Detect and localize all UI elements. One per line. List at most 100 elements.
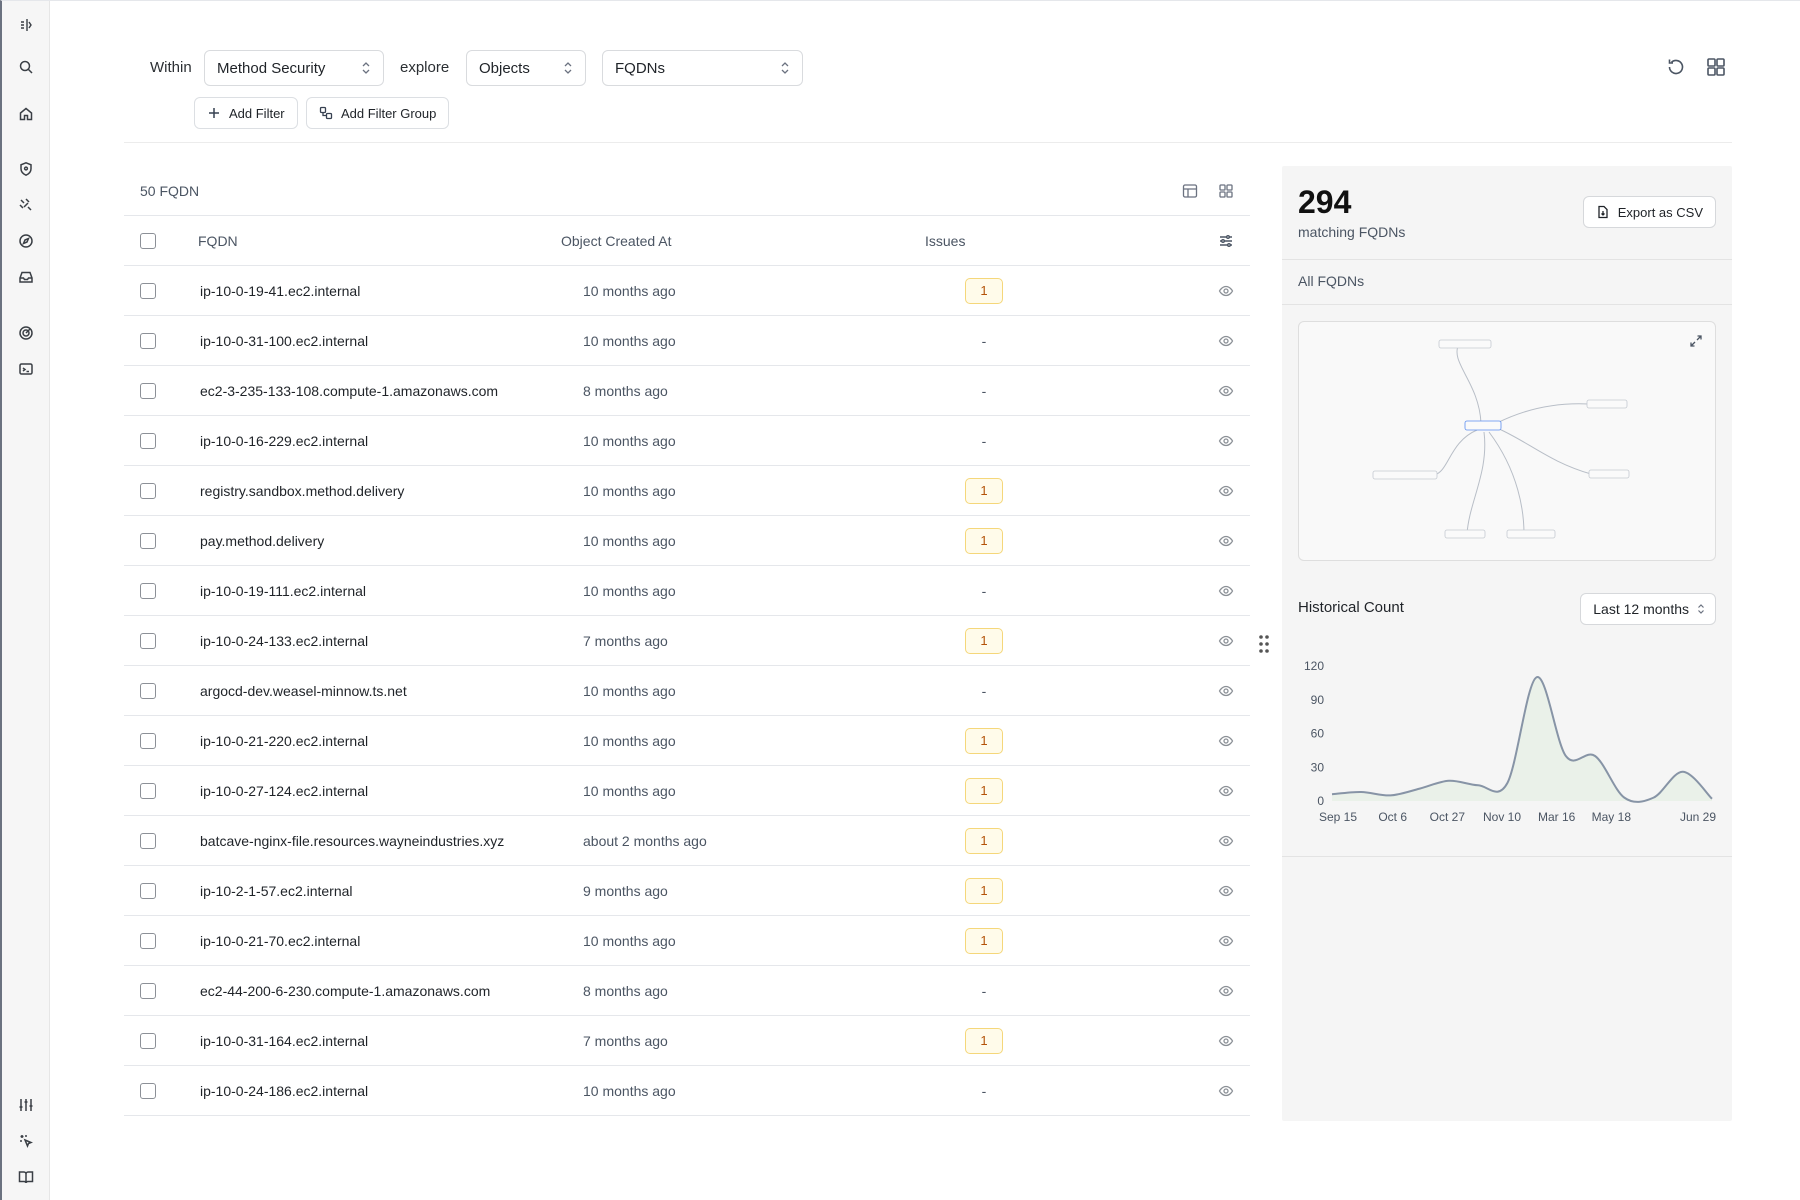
- satellite-icon[interactable]: [16, 195, 36, 215]
- issue-count-badge[interactable]: 1: [965, 1027, 1003, 1054]
- view-details-icon[interactable]: [1218, 1083, 1234, 1099]
- table-view-icon[interactable]: [1182, 183, 1198, 199]
- issue-count-badge[interactable]: 1: [965, 877, 1003, 904]
- fqdn-cell[interactable]: ip-10-0-19-111.ec2.internal: [200, 582, 367, 599]
- issue-count-badge[interactable]: 1: [965, 477, 1003, 504]
- table-row[interactable]: batcave-nginx-file.resources.wayneindust…: [124, 816, 1250, 866]
- radar-icon[interactable]: [16, 323, 36, 343]
- row-checkbox[interactable]: [140, 1082, 156, 1099]
- table-row[interactable]: pay.method.delivery 10 months ago 1: [124, 516, 1250, 566]
- table-row[interactable]: ip-10-0-27-124.ec2.internal 10 months ago…: [124, 766, 1250, 816]
- row-checkbox[interactable]: [140, 682, 156, 699]
- chart-line[interactable]: [1331, 676, 1713, 803]
- view-details-icon[interactable]: [1218, 533, 1234, 549]
- row-checkbox[interactable]: [140, 332, 156, 349]
- home-icon[interactable]: [16, 104, 36, 124]
- table-row[interactable]: registry.sandbox.method.delivery 10 month…: [124, 466, 1250, 516]
- table-row[interactable]: ip-10-0-19-41.ec2.internal 10 months ago 1: [124, 266, 1250, 316]
- view-details-icon[interactable]: [1218, 883, 1234, 899]
- compass-icon[interactable]: [16, 231, 36, 251]
- table-row[interactable]: ip-10-0-16-229.ec2.internal 10 months ago…: [124, 416, 1250, 466]
- table-row[interactable]: ip-10-0-21-70.ec2.internal 10 months ago 1: [124, 916, 1250, 966]
- fqdn-cell[interactable]: ip-10-2-1-57.ec2.internal: [200, 882, 353, 899]
- graph-node[interactable]: [1506, 529, 1556, 539]
- issue-count-badge[interactable]: 1: [965, 277, 1003, 304]
- view-details-icon[interactable]: [1218, 583, 1234, 599]
- row-checkbox[interactable]: [140, 282, 156, 299]
- row-checkbox[interactable]: [140, 532, 156, 549]
- view-details-icon[interactable]: [1218, 933, 1234, 949]
- category-select[interactable]: Objects: [466, 50, 586, 86]
- fqdn-cell[interactable]: ip-10-0-24-186.ec2.internal: [200, 1082, 369, 1099]
- row-checkbox[interactable]: [140, 932, 156, 949]
- row-checkbox[interactable]: [140, 882, 156, 899]
- fqdn-cell[interactable]: batcave-nginx-file.resources.wayneindust…: [200, 832, 505, 849]
- row-checkbox[interactable]: [140, 782, 156, 799]
- sliders-icon[interactable]: [16, 1095, 36, 1115]
- refresh-icon[interactable]: [1665, 56, 1687, 78]
- fqdn-cell[interactable]: ip-10-0-24-133.ec2.internal: [200, 632, 369, 649]
- fqdn-cell[interactable]: ip-10-0-21-70.ec2.internal: [200, 932, 361, 949]
- view-details-icon[interactable]: [1218, 333, 1234, 349]
- issue-count-badge[interactable]: 1: [965, 527, 1003, 554]
- view-details-icon[interactable]: [1218, 983, 1234, 999]
- graph-node[interactable]: [1438, 339, 1492, 349]
- inbox-icon[interactable]: [16, 267, 36, 287]
- workspace-select[interactable]: Method Security: [204, 50, 384, 86]
- add-filter-button[interactable]: Add Filter: [194, 97, 298, 129]
- fqdn-cell[interactable]: ip-10-0-31-164.ec2.internal: [200, 1032, 369, 1049]
- table-row[interactable]: ip-10-0-21-220.ec2.internal 10 months ago…: [124, 716, 1250, 766]
- fqdn-cell[interactable]: argocd-dev.weasel-minnow.ts.net: [200, 682, 407, 699]
- table-row[interactable]: ip-10-0-19-111.ec2.internal 10 months ago…: [124, 566, 1250, 616]
- shield-icon[interactable]: [16, 159, 36, 179]
- fqdn-cell[interactable]: pay.method.delivery: [200, 532, 325, 549]
- row-checkbox[interactable]: [140, 1032, 156, 1049]
- table-row[interactable]: ip-10-0-31-164.ec2.internal 7 months ago 1: [124, 1016, 1250, 1066]
- table-row[interactable]: ec2-3-235-133-108.compute-1.amazonaws.co…: [124, 366, 1250, 416]
- row-checkbox[interactable]: [140, 832, 156, 849]
- view-details-icon[interactable]: [1218, 633, 1234, 649]
- graph-node-center[interactable]: [1464, 420, 1502, 431]
- issue-count-badge[interactable]: 1: [965, 777, 1003, 804]
- card-view-icon[interactable]: [1218, 183, 1234, 199]
- view-details-icon[interactable]: [1218, 833, 1234, 849]
- fqdn-cell[interactable]: ip-10-0-21-220.ec2.internal: [200, 732, 369, 749]
- row-checkbox[interactable]: [140, 732, 156, 749]
- fqdn-cell[interactable]: registry.sandbox.method.delivery: [200, 482, 405, 499]
- fqdn-cell[interactable]: ec2-44-200-6-230.compute-1.amazonaws.com: [200, 982, 491, 999]
- view-details-icon[interactable]: [1218, 1033, 1234, 1049]
- issue-count-badge[interactable]: 1: [965, 827, 1003, 854]
- search-icon[interactable]: [16, 57, 36, 77]
- view-details-icon[interactable]: [1218, 483, 1234, 499]
- table-row[interactable]: ip-10-0-24-186.ec2.internal 10 months ago…: [124, 1066, 1250, 1116]
- fqdn-cell[interactable]: ip-10-0-31-100.ec2.internal: [200, 332, 369, 349]
- row-checkbox[interactable]: [140, 982, 156, 999]
- time-range-select[interactable]: Last 12 months: [1580, 593, 1716, 625]
- view-details-icon[interactable]: [1218, 783, 1234, 799]
- graph-node[interactable]: [1444, 529, 1486, 539]
- sparkle-cursor-icon[interactable]: [16, 1131, 36, 1151]
- row-checkbox[interactable]: [140, 582, 156, 599]
- graph-node[interactable]: [1586, 399, 1628, 409]
- grid-layout-icon[interactable]: [1705, 56, 1727, 78]
- view-details-icon[interactable]: [1218, 383, 1234, 399]
- expand-icon[interactable]: [1689, 334, 1703, 348]
- view-details-icon[interactable]: [1218, 683, 1234, 699]
- add-filter-group-button[interactable]: Add Filter Group: [306, 97, 450, 129]
- fqdn-cell[interactable]: ip-10-0-27-124.ec2.internal: [200, 782, 369, 799]
- graph-node[interactable]: [1588, 469, 1630, 479]
- graph-node[interactable]: [1372, 470, 1438, 480]
- column-created-at[interactable]: Object Created At: [561, 232, 672, 249]
- collapse-sidebar-icon[interactable]: [16, 15, 36, 35]
- row-checkbox[interactable]: [140, 382, 156, 399]
- row-checkbox[interactable]: [140, 482, 156, 499]
- issue-count-badge[interactable]: 1: [965, 927, 1003, 954]
- column-settings-icon[interactable]: [1218, 233, 1234, 249]
- table-row[interactable]: argocd-dev.weasel-minnow.ts.net 10 months…: [124, 666, 1250, 716]
- fqdn-cell[interactable]: ip-10-0-16-229.ec2.internal: [200, 432, 369, 449]
- row-checkbox[interactable]: [140, 432, 156, 449]
- issue-count-badge[interactable]: 1: [965, 627, 1003, 654]
- book-icon[interactable]: [16, 1167, 36, 1187]
- drag-handle-icon[interactable]: [1258, 633, 1270, 655]
- table-row[interactable]: ip-10-0-31-100.ec2.internal 10 months ago…: [124, 316, 1250, 366]
